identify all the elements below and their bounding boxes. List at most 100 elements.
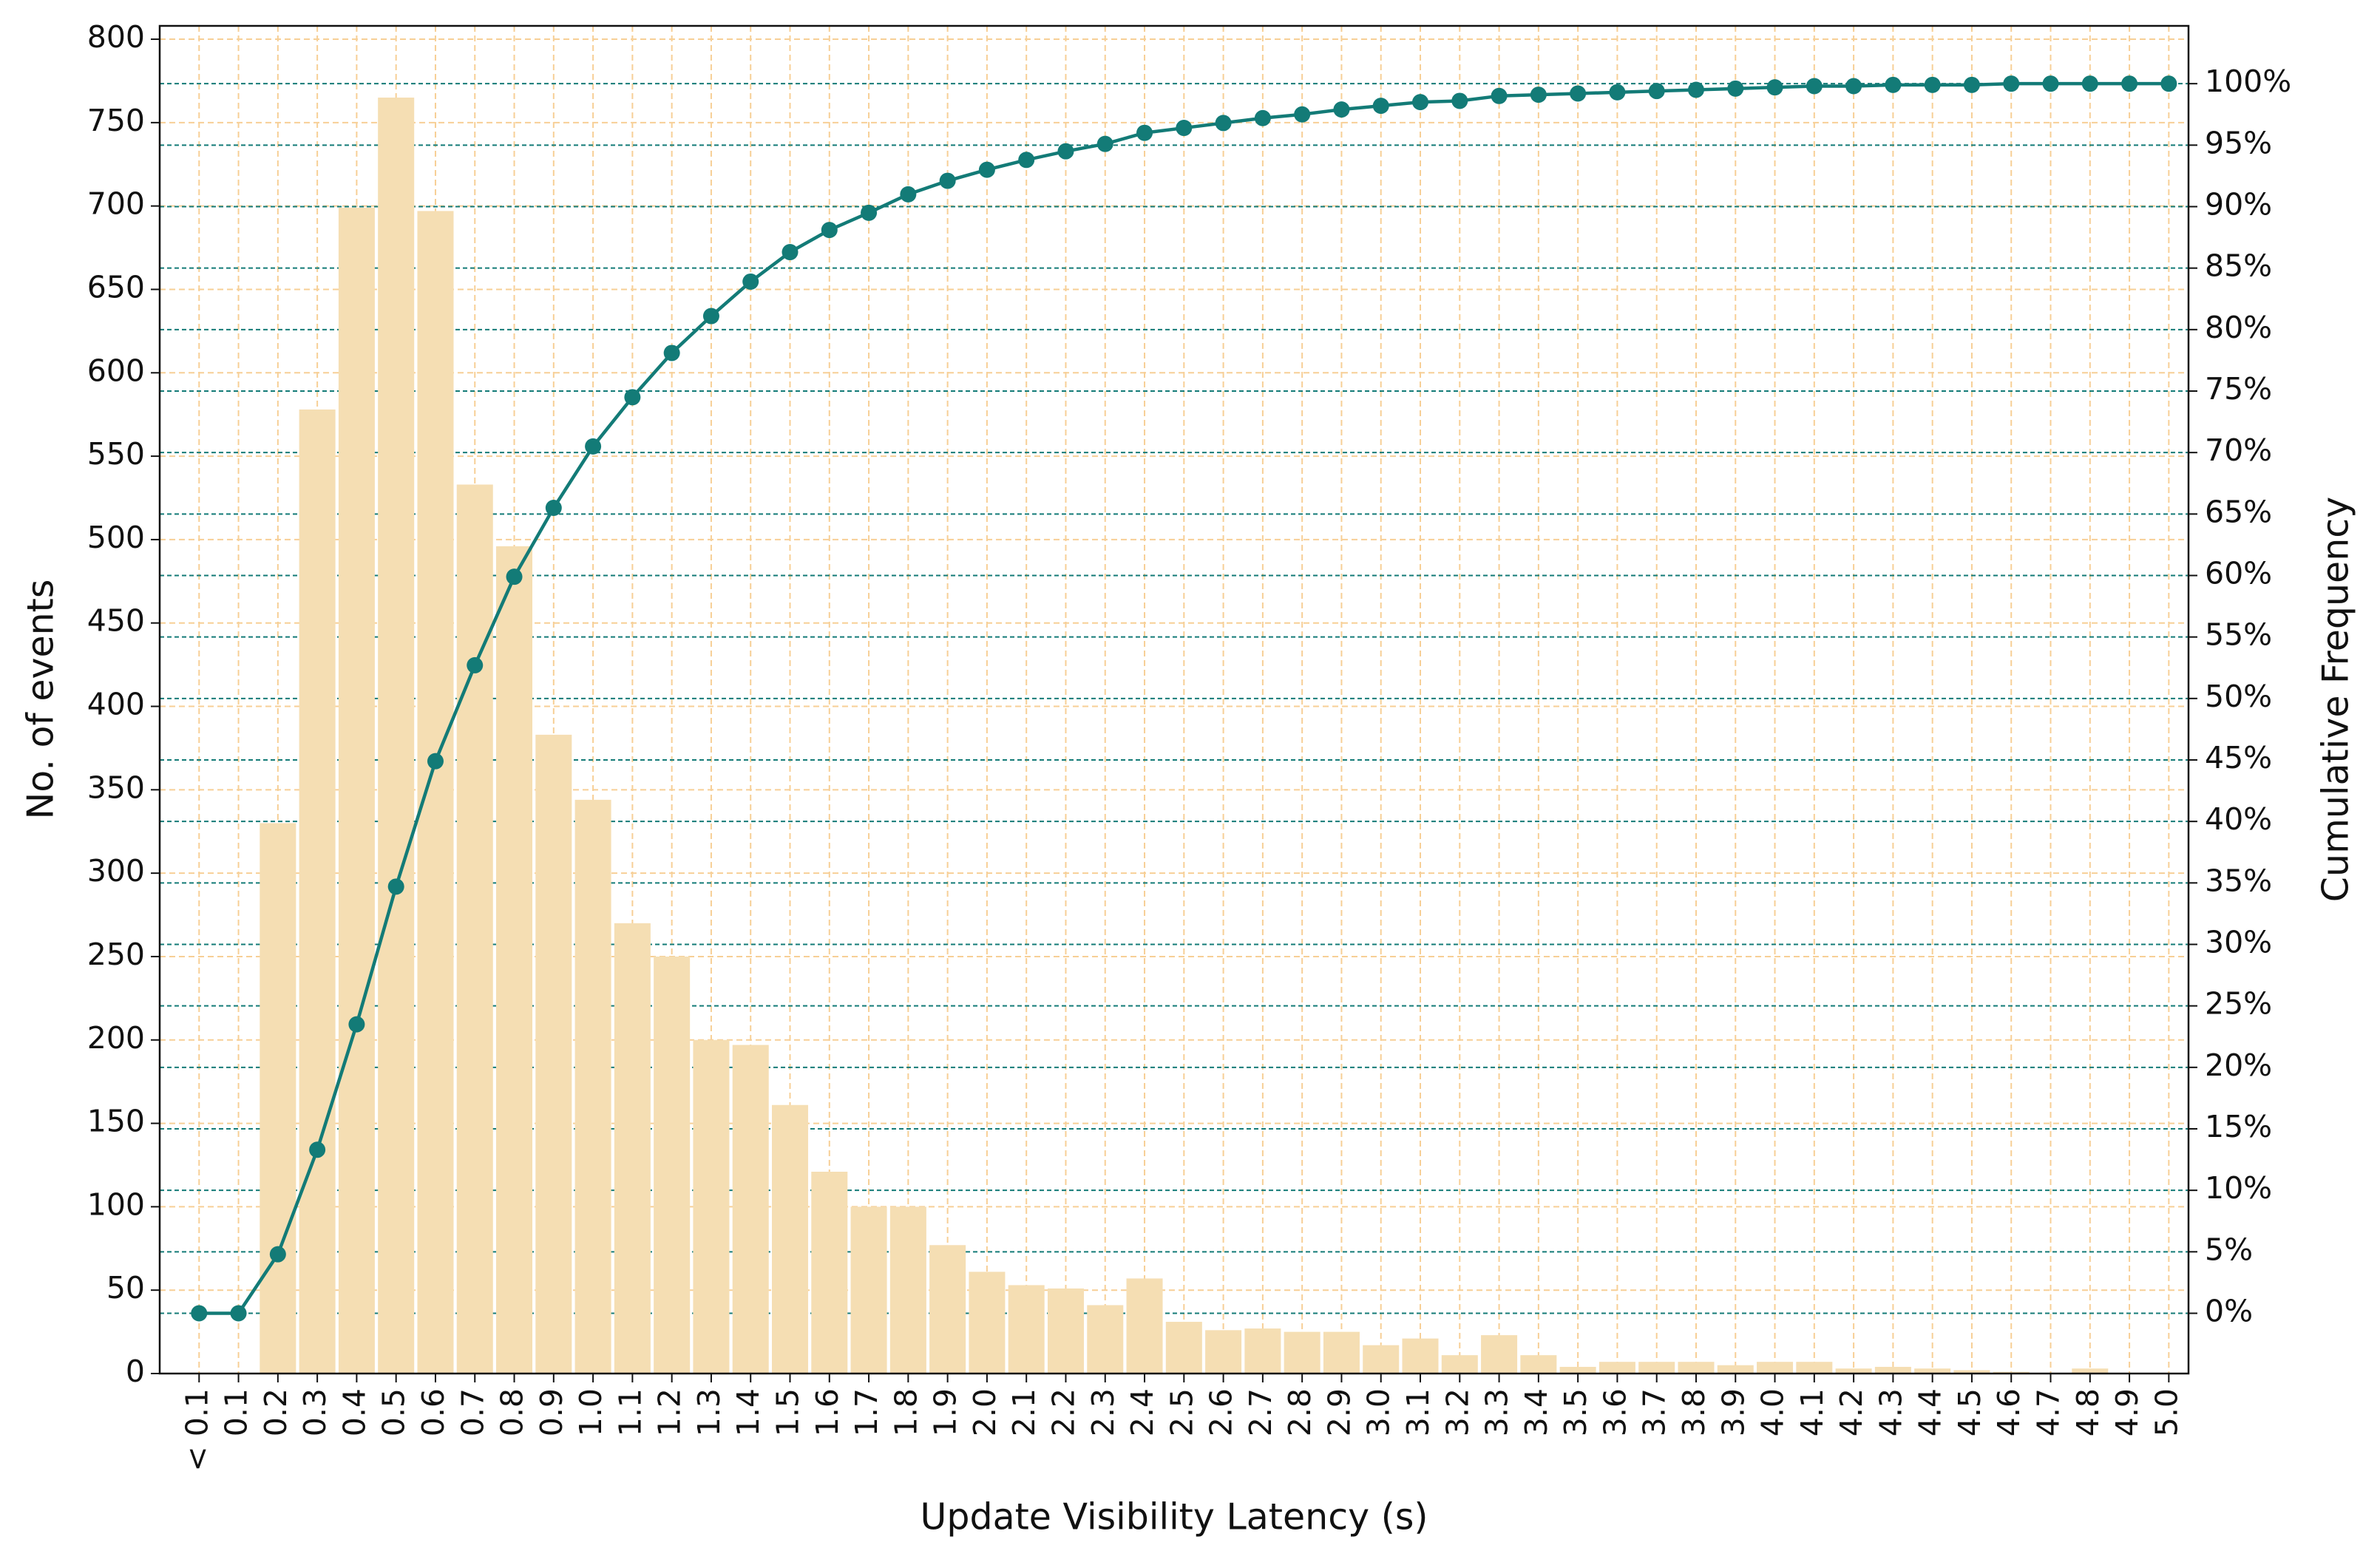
bar xyxy=(969,1272,1006,1374)
bar xyxy=(693,1039,730,1374)
x-axis-label: Update Visibility Latency (s) xyxy=(921,1496,1428,1538)
cumulative-point xyxy=(1294,106,1311,123)
cumulative-point xyxy=(2160,75,2177,92)
y2-tick-label: 35% xyxy=(2205,863,2272,898)
x-tick-label: 4.5 xyxy=(1952,1388,1987,1436)
x-tick-label: < 0.1 xyxy=(179,1388,214,1472)
bar xyxy=(1953,1370,1990,1374)
bar xyxy=(654,956,691,1374)
y-tick-label: 700 xyxy=(87,186,145,222)
y2-tick-label: 20% xyxy=(2205,1048,2272,1083)
x-tick-label: 3.7 xyxy=(1637,1388,1672,1436)
x-tick-label: 0.1 xyxy=(219,1388,254,1436)
bar xyxy=(299,409,336,1374)
x-tick-label: 2.3 xyxy=(1085,1388,1121,1436)
cumulative-point xyxy=(1018,152,1035,169)
x-tick-label: 0.9 xyxy=(534,1388,569,1436)
cumulative-point xyxy=(1530,86,1547,103)
y-axis-label: No. of events xyxy=(20,580,62,820)
cumulative-point xyxy=(1254,109,1271,126)
cumulative-point xyxy=(1687,81,1704,98)
y-tick-label: 50 xyxy=(106,1270,145,1306)
bar xyxy=(614,923,651,1374)
cumulative-point xyxy=(861,204,878,221)
x-tick-label: 3.1 xyxy=(1400,1388,1436,1436)
bar xyxy=(1638,1362,1675,1374)
bar xyxy=(574,799,611,1374)
bar xyxy=(1559,1366,1596,1374)
bar xyxy=(929,1245,966,1374)
x-tick-label: 0.5 xyxy=(376,1388,412,1436)
y-tick-label: 300 xyxy=(87,853,145,889)
cumulative-point xyxy=(1924,76,1941,93)
cumulative-point xyxy=(1215,115,1232,132)
x-tick-label: 3.8 xyxy=(1676,1388,1712,1436)
cumulative-point xyxy=(2042,75,2059,92)
cumulative-point xyxy=(939,172,956,189)
y2-tick-label: 55% xyxy=(2205,617,2272,653)
bar xyxy=(1126,1278,1163,1374)
cumulative-point xyxy=(1491,87,1508,104)
x-tick-label: 1.3 xyxy=(691,1388,727,1436)
x-tick-label: 1.0 xyxy=(573,1388,608,1436)
y-tick-label: 200 xyxy=(87,1020,145,1056)
x-tick-label: 0.6 xyxy=(416,1388,451,1436)
cumulative-point xyxy=(191,1305,208,1322)
y-tick-label: 100 xyxy=(87,1187,145,1222)
cumulative-point xyxy=(624,389,641,406)
x-tick-label: 0.7 xyxy=(455,1388,490,1436)
y-tick-label: 550 xyxy=(87,436,145,472)
cumulative-point xyxy=(1176,120,1193,137)
x-tick-label: 1.6 xyxy=(810,1388,845,1436)
y-tick-label: 0 xyxy=(126,1354,145,1389)
cumulative-point xyxy=(1806,78,1823,95)
bar xyxy=(1402,1338,1439,1374)
bar xyxy=(456,484,493,1374)
bar xyxy=(889,1206,926,1374)
cumulative-point xyxy=(427,753,444,770)
cumulative-point xyxy=(900,186,917,203)
y2-tick-label: 5% xyxy=(2205,1232,2253,1267)
y2-tick-label: 30% xyxy=(2205,925,2272,960)
bar xyxy=(1717,1365,1754,1374)
x-tick-label: 2.1 xyxy=(1006,1388,1042,1436)
cumulative-point xyxy=(2003,75,2020,92)
cumulative-point xyxy=(978,161,995,178)
cumulative-point xyxy=(742,273,759,290)
x-tick-label: 1.4 xyxy=(730,1388,766,1436)
x-tick-label: 3.4 xyxy=(1519,1388,1554,1436)
x-tick-label: 4.9 xyxy=(2109,1388,2145,1436)
y2-tick-label: 60% xyxy=(2205,556,2272,591)
cumulative-point xyxy=(663,344,680,361)
cumulative-point xyxy=(387,878,404,895)
y2-tick-label: 70% xyxy=(2205,432,2272,468)
cumulative-point xyxy=(1648,83,1665,100)
y-tick-label: 600 xyxy=(87,353,145,388)
cumulative-point xyxy=(1766,79,1783,96)
x-tick-label: 2.7 xyxy=(1243,1388,1278,1436)
y2-tick-label: 0% xyxy=(2205,1293,2253,1328)
cumulative-point xyxy=(585,438,602,455)
cumulative-point xyxy=(269,1246,286,1263)
bar xyxy=(535,734,572,1374)
x-tick-label: 4.7 xyxy=(2031,1388,2067,1436)
cumulative-point xyxy=(506,568,523,585)
y-tick-label: 650 xyxy=(87,269,145,305)
x-tick-label: 0.8 xyxy=(495,1388,530,1436)
bar xyxy=(811,1172,848,1374)
bar xyxy=(338,207,375,1374)
y2-tick-label: 75% xyxy=(2205,371,2272,407)
y2-tick-label: 100% xyxy=(2205,64,2291,99)
marks-layer xyxy=(191,75,2177,1374)
bar xyxy=(850,1206,887,1374)
y2-tick-label: 40% xyxy=(2205,801,2272,837)
cumulative-point xyxy=(2081,75,2098,92)
x-tick-label: 2.8 xyxy=(1282,1388,1318,1436)
cumulative-point xyxy=(1333,101,1350,118)
x-tick-label: 4.6 xyxy=(1991,1388,2027,1436)
x-tick-label: 3.3 xyxy=(1479,1388,1515,1436)
cumulative-point xyxy=(1885,76,1902,93)
axes-layer: < 0.1 0.1 0.2 0.3 0.4 0.5 0.6 0.7 0.8 0.9 1.0 1.1 1.… xyxy=(87,19,2291,1472)
x-tick-label: 1.7 xyxy=(849,1388,884,1436)
